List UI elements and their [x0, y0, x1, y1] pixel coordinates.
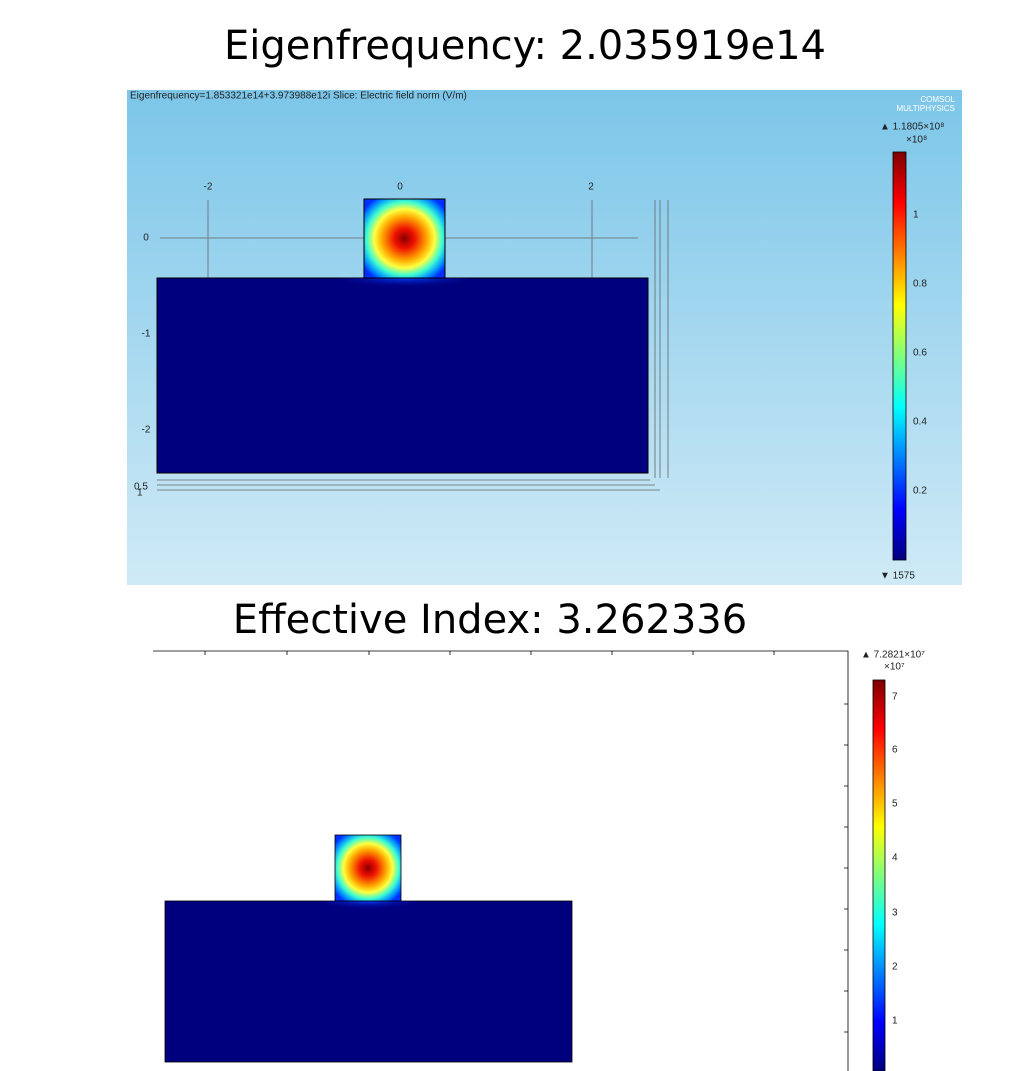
colorbar-tick: 1: [892, 1016, 898, 1027]
corner-tick-label: 0.5: [134, 482, 148, 493]
colorbar-tick: 0.6: [913, 348, 927, 359]
colorbar: [892, 151, 907, 561]
colorbar-tick: 4: [892, 853, 898, 864]
colorbar-tick: 5: [892, 799, 898, 810]
corner-tick-label: 1: [137, 488, 143, 499]
colorbar-multiplier: ×10⁸: [906, 135, 927, 146]
logo: COMSOL: [920, 95, 955, 104]
colorbar-max: ▲ 1.1805×10⁸: [880, 122, 944, 133]
y-tick-label: -1: [142, 329, 151, 340]
mode-leak: [340, 278, 470, 294]
slab: [164, 900, 573, 1063]
y-tick-label: 0: [143, 233, 149, 244]
colorbar-min: ▼ 1575: [880, 571, 915, 582]
mode-leak: [320, 901, 416, 915]
panel-title: Eigenfrequency: 2.035919e14: [224, 23, 826, 69]
colorbar-tick: 1: [913, 210, 919, 221]
colorbar-tick: 2: [892, 962, 898, 973]
panel-title: Effective Index: 3.262336: [233, 597, 747, 643]
colorbar-multiplier: ×10⁷: [884, 662, 905, 673]
colorbar-max: ▲ 7.2821×10⁷: [861, 650, 925, 661]
x-tick-label: -2: [204, 182, 213, 193]
logo: MULTIPHYSICS: [896, 104, 955, 113]
colorbar-tick: 0.2: [913, 486, 927, 497]
plot-header: Eigenfrequency=1.853321e14+3.973988e12i …: [130, 91, 467, 102]
colorbar: [872, 679, 886, 1071]
axes: [153, 650, 849, 1071]
colorbar-tick: 6: [892, 745, 898, 756]
y-tick-label: -2: [142, 425, 151, 436]
colorbar-tick: 7: [892, 692, 898, 703]
ridge-mode: [334, 834, 402, 902]
colorbar-tick: 0.4: [913, 417, 927, 428]
colorbar-tick: 3: [892, 908, 898, 919]
slab: [156, 277, 649, 474]
x-tick-label: 2: [588, 182, 594, 193]
x-tick-label: 0: [397, 182, 403, 193]
ridge-mode: [363, 198, 446, 279]
colorbar-tick: 0.8: [913, 279, 927, 290]
grid: [157, 200, 669, 491]
